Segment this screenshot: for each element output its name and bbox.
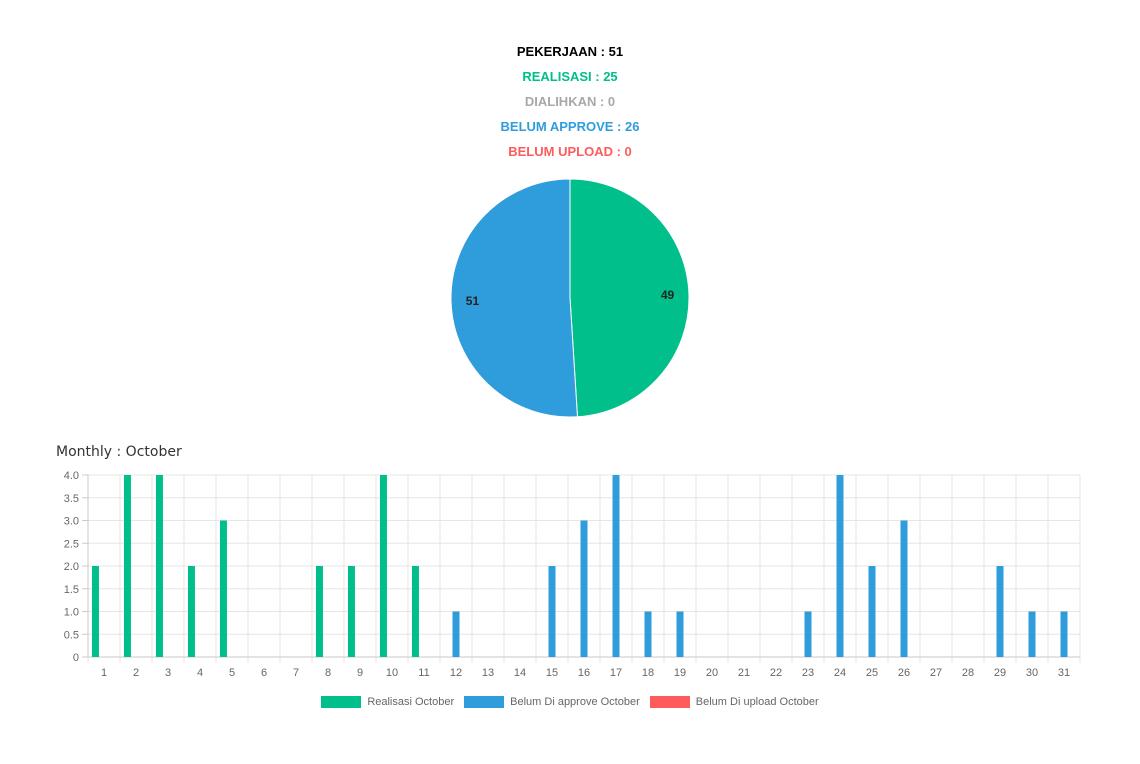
bar-1-day-10[interactable] — [379, 475, 387, 657]
x-tick-label: 12 — [450, 667, 462, 679]
x-tick-label: 1 — [101, 667, 107, 679]
pie-slice-label-2: 51 — [466, 294, 480, 308]
x-tick-label: 11 — [418, 667, 429, 679]
x-tick-label: 16 — [578, 667, 590, 679]
bar-1-day-8[interactable] — [315, 566, 323, 657]
x-tick-label: 2 — [133, 667, 139, 679]
bar-1-day-1[interactable] — [91, 566, 99, 657]
bar-2-day-23[interactable] — [804, 611, 812, 658]
bar-2-day-31[interactable] — [1060, 611, 1068, 658]
bar-2-day-30[interactable] — [1028, 611, 1036, 658]
legend-swatch-realisasi — [321, 696, 362, 708]
x-tick-label: 20 — [706, 667, 718, 679]
x-tick-label: 8 — [325, 667, 331, 679]
pie-slice-2[interactable] — [450, 178, 579, 418]
bar-2-day-15[interactable] — [548, 566, 556, 657]
x-tick-label: 10 — [386, 667, 398, 679]
bar-1-day-11[interactable] — [411, 566, 419, 657]
x-tick-label: 23 — [802, 667, 814, 679]
x-tick-label: 26 — [898, 667, 910, 679]
legend-swatch-belum-approve — [464, 696, 505, 708]
x-tick-label: 17 — [610, 667, 622, 679]
legend-item-realisasi[interactable]: Realisasi October — [321, 696, 454, 708]
x-tick-label: 31 — [1058, 667, 1070, 679]
legend-item-belum-approve[interactable]: Belum Di approve October — [464, 696, 640, 708]
x-tick-label: 5 — [229, 667, 235, 679]
x-tick-label: 27 — [930, 667, 942, 679]
legend-item-belum-upload[interactable]: Belum Di upload October — [649, 696, 819, 708]
bar-2-day-19[interactable] — [676, 611, 684, 658]
pekerjaan-total: PEKERJAAN : 51 — [516, 44, 624, 59]
x-tick-label: 18 — [642, 667, 654, 679]
pie-slice-1[interactable] — [569, 178, 690, 418]
x-tick-label: 30 — [1026, 667, 1038, 679]
x-tick-label: 9 — [357, 667, 363, 679]
y-tick-label: 1.5 — [64, 584, 79, 596]
x-tick-label: 29 — [994, 667, 1006, 679]
bar-2-day-25[interactable] — [868, 566, 876, 657]
y-tick-label: 0 — [73, 652, 79, 664]
y-tick-label: 2.5 — [64, 538, 79, 550]
y-tick-label: 3.5 — [64, 493, 79, 505]
bar-1-day-3[interactable] — [155, 475, 163, 657]
realisasi-total: REALISASI : 25 — [522, 69, 618, 84]
bar-2-day-29[interactable] — [996, 566, 1004, 657]
bar-1-day-5[interactable] — [219, 520, 227, 658]
x-tick-label: 28 — [962, 667, 974, 679]
monthly-bar-chart: 00.51.01.52.02.53.03.54.01 2 3 4 5 6 7 8 9 10 11 12… — [64, 470, 1081, 679]
x-tick-label: 7 — [293, 667, 299, 679]
x-tick-label: 19 — [674, 667, 686, 679]
x-tick-label: 13 — [482, 667, 494, 679]
bar-1-day-9[interactable] — [347, 566, 355, 657]
y-tick-label: 2.0 — [64, 561, 79, 573]
legend-label-realisasi: Realisasi October — [367, 696, 455, 708]
bar-1-day-4[interactable] — [187, 566, 195, 657]
bar-2-day-12[interactable] — [452, 611, 460, 658]
belum-upload-total: BELUM UPLOAD : 0 — [508, 144, 632, 159]
bar-2-day-16[interactable] — [580, 520, 588, 658]
bar-1-day-2[interactable] — [123, 475, 131, 657]
x-tick-label: 6 — [261, 667, 267, 679]
legend-swatch-belum-upload — [649, 696, 690, 708]
bar-2-day-26[interactable] — [900, 520, 908, 658]
x-tick-label: 3 — [165, 667, 171, 679]
legend-label-belum-upload: Belum Di upload October — [695, 696, 819, 708]
x-tick-label: 15 — [546, 667, 558, 679]
x-tick-label: 21 — [738, 667, 750, 679]
x-tick-label: 22 — [770, 667, 782, 679]
y-tick-label: 0.5 — [64, 629, 79, 641]
y-tick-label: 1.0 — [64, 607, 79, 619]
y-tick-label: 3.0 — [64, 516, 79, 528]
bar-2-day-18[interactable] — [644, 611, 652, 658]
x-tick-label: 4 — [197, 667, 203, 679]
chart-legend: Realisasi October Belum Di approve Octob… — [0, 696, 1140, 708]
belum-approve-total: BELUM APPROVE : 26 — [500, 119, 640, 134]
summary-panel: PEKERJAAN : 51 REALISASI : 25 DIALIHKAN … — [0, 42, 1140, 167]
x-tick-label: 14 — [514, 667, 526, 679]
bar-2-day-17[interactable] — [612, 475, 620, 657]
pie-slice-label-1: 49 — [661, 288, 675, 302]
pie-chart: 49 51 — [450, 178, 690, 418]
y-tick-label: 4.0 — [64, 470, 79, 482]
legend-label-belum-approve: Belum Di approve October — [510, 696, 640, 708]
monthly-title: Monthly : October — [56, 444, 182, 460]
x-tick-label: 25 — [866, 667, 878, 679]
bar-2-day-24[interactable] — [836, 475, 844, 657]
dialihkan-total: DIALIHKAN : 0 — [524, 94, 616, 109]
x-tick-label: 24 — [834, 667, 846, 679]
